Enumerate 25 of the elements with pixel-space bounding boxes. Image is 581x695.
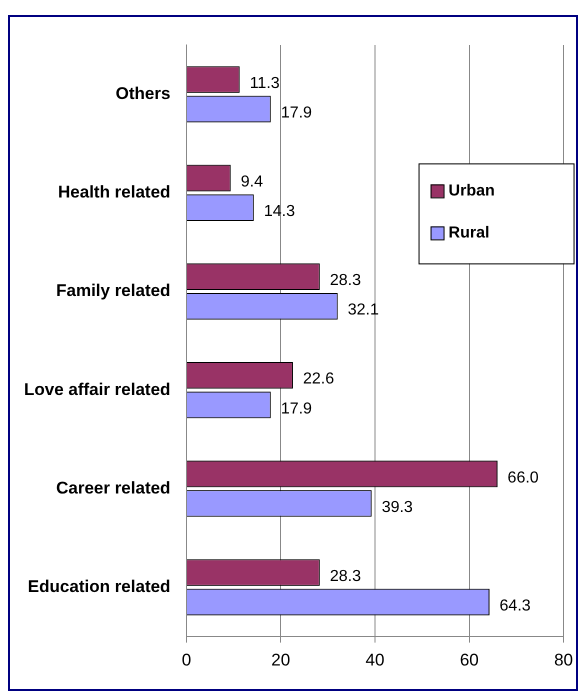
data-label: 14.3 — [264, 203, 296, 220]
data-label: 66.0 — [508, 469, 539, 486]
y-tick-label: Love affair related — [24, 380, 170, 399]
x-tick-label: 80 — [554, 650, 574, 670]
y-tick-label: Others — [116, 84, 170, 103]
data-label: 17.9 — [280, 104, 312, 122]
data-label: 39.3 — [382, 498, 413, 516]
x-tick-label: 0 — [182, 650, 192, 670]
y-tick-label: Family related — [56, 281, 170, 300]
data-label: 32.1 — [348, 302, 379, 319]
y-tick-label: Career related — [56, 478, 170, 498]
legend-label: Rural — [448, 224, 490, 242]
data-label: 28.3 — [330, 568, 362, 585]
data-label: 9.4 — [240, 174, 264, 191]
y-tick-label: Education related — [28, 576, 170, 596]
x-tick-label: 40 — [366, 650, 384, 670]
x-tick-label: 60 — [460, 650, 479, 670]
data-label: 28.3 — [330, 272, 362, 290]
data-label: 22.6 — [302, 370, 334, 388]
x-tick-label: 20 — [271, 650, 290, 670]
data-label: 64.3 — [500, 597, 531, 614]
y-tick-label: Health related — [58, 182, 170, 202]
data-label: 17.9 — [280, 400, 312, 418]
legend-label: Urban — [448, 182, 495, 200]
data-label: 11.3 — [250, 74, 280, 92]
